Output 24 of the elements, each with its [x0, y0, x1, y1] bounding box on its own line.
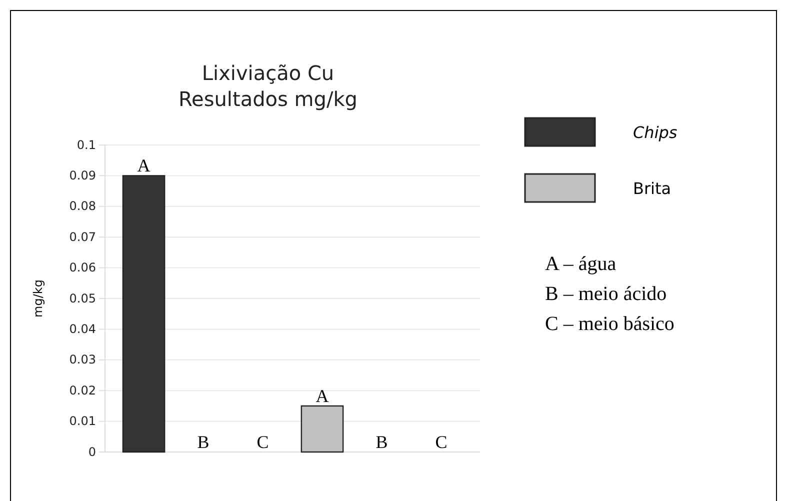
y-axis-title: mg/kg	[31, 280, 45, 318]
data-label: C	[256, 432, 269, 452]
y-tick-label: 0.02	[69, 383, 96, 398]
data-label: B	[197, 432, 210, 452]
y-tick-label: 0.03	[69, 352, 96, 367]
y-tick-label: 0.06	[69, 260, 96, 275]
y-tick-label: 0	[88, 444, 96, 459]
y-tick-label: 0.05	[69, 291, 96, 306]
y-tick-label: 0.04	[69, 322, 96, 336]
text: A – água	[545, 253, 616, 275]
data-label: B	[376, 432, 388, 452]
text: C – meio básico	[545, 313, 674, 335]
y-tick-label: 0.07	[69, 230, 96, 244]
data-label: A	[137, 156, 150, 176]
y-tick-label: 0.09	[69, 168, 96, 183]
data-label: C	[435, 432, 448, 452]
chart-title: Lixiviação Cu Resultados mg/kg	[178, 61, 358, 111]
legend-label: Chips	[633, 123, 678, 142]
y-tick-label: 0.01	[69, 414, 96, 428]
text: B – meio ácido	[545, 283, 667, 305]
legend-label: Brita	[633, 179, 672, 198]
y-tick-label: 0.08	[69, 199, 96, 214]
y-tick-label: 0.1	[76, 138, 96, 152]
data-label: A	[316, 386, 329, 406]
